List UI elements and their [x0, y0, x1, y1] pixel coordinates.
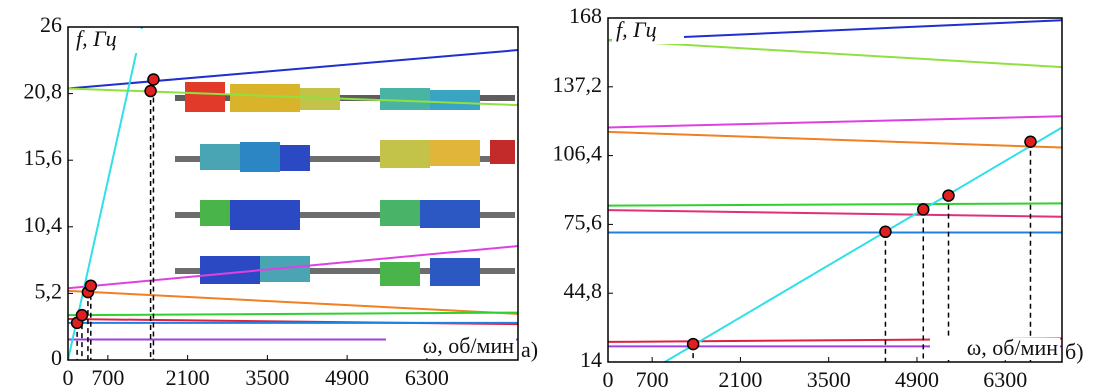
- x-tick-label: 0: [603, 367, 614, 391]
- frequency-line: [608, 210, 1062, 217]
- x-tick-label: 700: [91, 365, 124, 390]
- frequency-line: [608, 40, 1062, 67]
- frequency-line: [608, 203, 1062, 205]
- x-tick-label: 4900: [895, 367, 939, 391]
- frequency-line: [608, 132, 1062, 148]
- y-tick-label: 26: [40, 12, 62, 37]
- y-tick-label: 106,4: [553, 141, 603, 166]
- frequency-line: [665, 127, 1062, 362]
- resonance-point: [880, 226, 891, 237]
- rotor-mode-2: [175, 140, 515, 172]
- y-tick-label: 20,8: [24, 79, 63, 104]
- x-tick-label: 3500: [807, 367, 851, 391]
- resonance-point: [76, 310, 87, 321]
- rotor-illustration: [175, 82, 515, 286]
- resonance-point: [688, 339, 699, 350]
- chart-panel: 14 44,8 75,6 106,4 137,2 168 0 700 2100 3500 4900 6…: [553, 3, 1084, 391]
- x-tick-label: 2100: [718, 367, 762, 391]
- y-tick-label: 75,6: [564, 209, 603, 234]
- figure: 0 5,2 10,4 15,6 20,8 26 0 700 2100 3500 4900 6300 ω,…: [0, 0, 1094, 391]
- y-tick-label: 168: [569, 3, 602, 28]
- y-tick-label: 5,2: [35, 278, 63, 303]
- frequency-line: [68, 313, 518, 316]
- panel-label: б): [1065, 339, 1084, 364]
- x-tick-label: 2100: [166, 365, 210, 390]
- rotor-mode-3: [175, 200, 515, 230]
- resonance-point: [1025, 136, 1036, 147]
- y-axis-label: f, Гц: [616, 17, 657, 42]
- x-tick-label: 4900: [325, 365, 369, 390]
- plot-frame: [608, 18, 1062, 362]
- resonance-point: [85, 280, 96, 291]
- x-tick-label: 6300: [405, 365, 449, 390]
- y-tick-label: 137,2: [553, 72, 603, 97]
- y-tick-label: 15,6: [24, 145, 63, 170]
- x-tick-label: 700: [636, 367, 669, 391]
- x-axis-label: ω, об/мин: [423, 333, 514, 358]
- resonance-point: [148, 74, 159, 85]
- rotor-mode-4: [175, 256, 515, 286]
- resonance-point: [918, 204, 929, 215]
- y-axis-label: f, Гц: [76, 26, 117, 51]
- rotor-mode-1: [175, 82, 515, 112]
- y-tick-label: 10,4: [24, 212, 63, 237]
- y-tick-label: 44,8: [564, 278, 603, 303]
- x-tick-label: 6300: [983, 367, 1027, 391]
- y-tick-label: 0: [51, 345, 62, 370]
- resonance-point: [145, 86, 156, 97]
- x-tick-label: 0: [63, 365, 74, 390]
- x-axis-label: ω, об/мин: [967, 335, 1058, 360]
- frequency-line: [68, 291, 518, 314]
- panel-label: а): [521, 337, 538, 362]
- y-tick-label: 14: [580, 347, 602, 372]
- frequency-line: [608, 116, 1062, 127]
- x-tick-label: 3500: [245, 365, 289, 390]
- resonance-point: [943, 190, 954, 201]
